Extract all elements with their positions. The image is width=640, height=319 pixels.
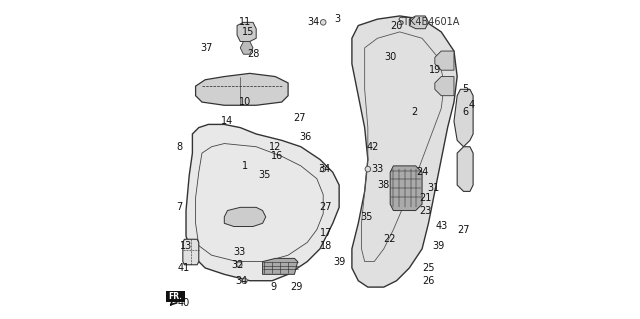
Circle shape [237, 262, 242, 267]
Polygon shape [237, 22, 256, 41]
Text: 2: 2 [411, 107, 417, 117]
Text: 13: 13 [180, 241, 192, 251]
Circle shape [321, 167, 324, 171]
Polygon shape [435, 51, 454, 70]
Text: 43: 43 [435, 221, 447, 232]
Text: 1: 1 [242, 161, 248, 171]
Text: 29: 29 [290, 282, 302, 292]
Polygon shape [240, 41, 253, 54]
Text: 25: 25 [422, 263, 435, 273]
Polygon shape [196, 73, 288, 105]
Text: 26: 26 [422, 276, 435, 286]
Polygon shape [454, 89, 473, 147]
Text: 9: 9 [271, 282, 277, 292]
Text: 6: 6 [462, 107, 468, 117]
Text: 19: 19 [429, 65, 441, 75]
Polygon shape [352, 16, 457, 287]
Circle shape [321, 20, 326, 25]
Text: 34: 34 [307, 17, 320, 27]
Text: 17: 17 [319, 228, 332, 238]
Text: 12: 12 [269, 142, 282, 152]
Text: 39: 39 [333, 256, 345, 267]
Circle shape [366, 167, 369, 171]
Text: 35: 35 [360, 212, 372, 222]
Text: 20: 20 [390, 20, 403, 31]
Text: 34: 34 [236, 276, 248, 286]
Polygon shape [435, 77, 454, 96]
Text: 8: 8 [176, 142, 182, 152]
Text: 33: 33 [234, 247, 246, 257]
Circle shape [321, 21, 324, 24]
Text: 27: 27 [458, 225, 470, 235]
FancyBboxPatch shape [166, 291, 185, 302]
Text: 37: 37 [200, 43, 213, 53]
Text: 11: 11 [239, 17, 251, 27]
Text: 7: 7 [176, 202, 182, 212]
Polygon shape [224, 207, 266, 226]
Text: 41: 41 [177, 263, 189, 273]
Polygon shape [262, 258, 298, 274]
Text: 42: 42 [367, 142, 379, 152]
Text: 21: 21 [419, 193, 431, 203]
Text: 15: 15 [242, 27, 255, 37]
Text: 14: 14 [221, 116, 234, 126]
Text: 33: 33 [371, 164, 383, 174]
Text: 30: 30 [384, 52, 396, 63]
Text: 31: 31 [427, 183, 440, 193]
Text: 40: 40 [177, 298, 189, 308]
Circle shape [243, 279, 246, 282]
Polygon shape [457, 147, 473, 191]
Text: 24: 24 [416, 167, 428, 177]
Text: 32: 32 [231, 260, 243, 270]
Polygon shape [186, 124, 339, 281]
Polygon shape [410, 16, 428, 29]
Text: STK4B4601A: STK4B4601A [397, 17, 460, 27]
Polygon shape [183, 239, 199, 265]
Text: FR.: FR. [168, 292, 182, 301]
Text: 16: 16 [271, 151, 283, 161]
Text: 3: 3 [335, 14, 340, 24]
Text: 27: 27 [319, 202, 332, 212]
Text: 38: 38 [378, 180, 390, 190]
Text: 10: 10 [239, 97, 251, 107]
Text: 18: 18 [319, 241, 332, 251]
Text: 34: 34 [319, 164, 331, 174]
Text: 27: 27 [293, 113, 305, 123]
Text: 22: 22 [383, 234, 396, 244]
Text: 36: 36 [300, 132, 312, 142]
Text: 5: 5 [462, 84, 468, 94]
Text: 39: 39 [432, 241, 444, 251]
Circle shape [365, 167, 371, 172]
Circle shape [321, 167, 326, 172]
Text: 28: 28 [247, 49, 259, 59]
Text: 23: 23 [419, 205, 431, 216]
Circle shape [242, 278, 247, 283]
Circle shape [237, 263, 241, 266]
Text: 35: 35 [258, 170, 270, 181]
Polygon shape [390, 166, 422, 211]
Text: 4: 4 [468, 100, 475, 110]
